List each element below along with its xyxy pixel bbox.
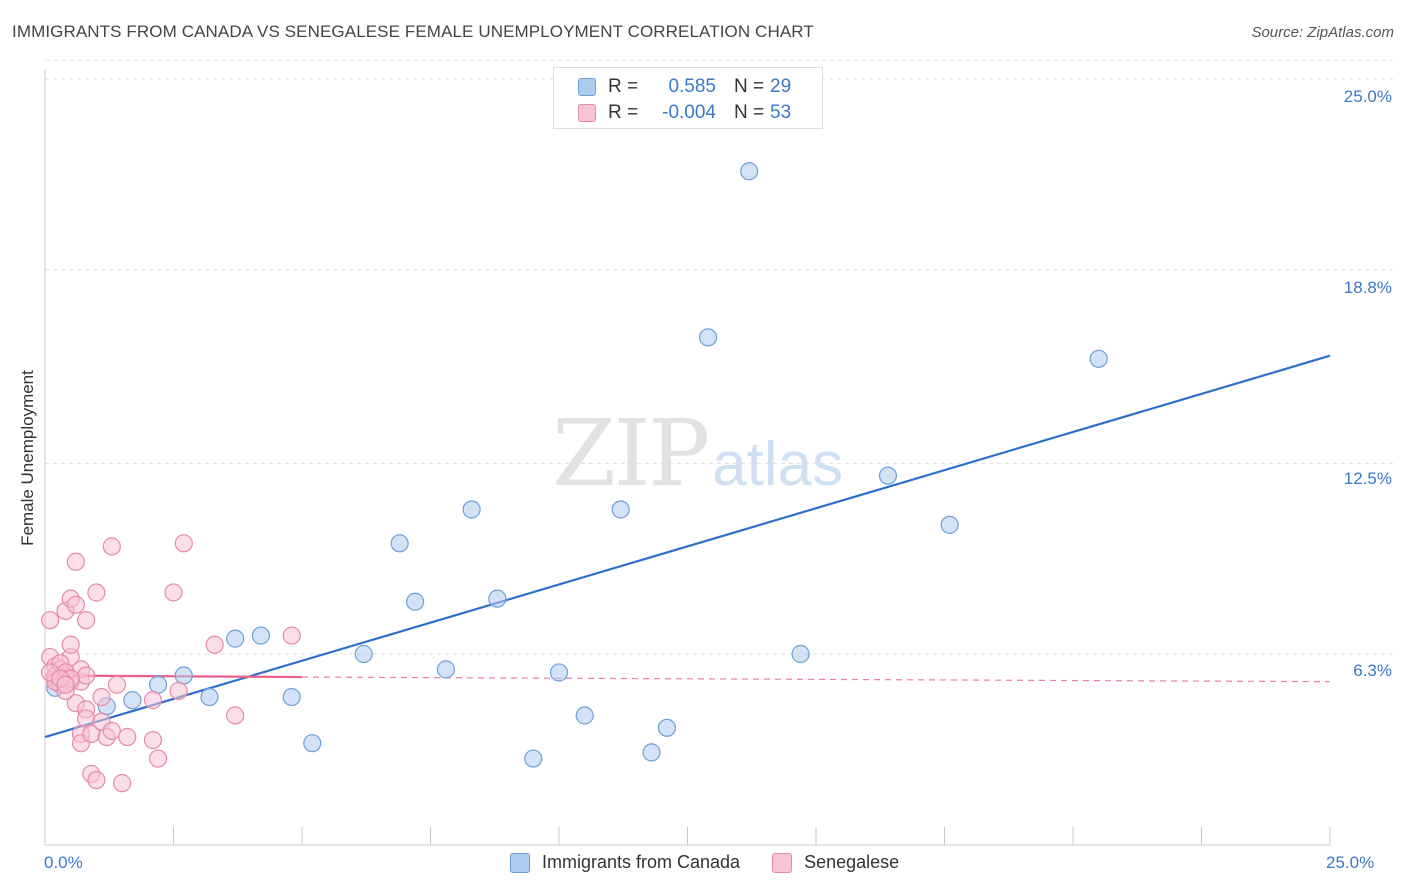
chart-title: IMMIGRANTS FROM CANADA VS SENEGALESE FEM… xyxy=(12,22,814,41)
data-point xyxy=(102,537,121,556)
watermark-atlas: atlas xyxy=(712,430,844,499)
data-point xyxy=(698,328,718,347)
data-point xyxy=(148,749,168,768)
data-point xyxy=(87,770,106,790)
watermark-zip: ZIP xyxy=(552,400,710,507)
data-point xyxy=(282,626,301,645)
r-value: -0.004 xyxy=(662,102,716,123)
data-point xyxy=(174,666,193,685)
data-point xyxy=(226,629,245,648)
data-point xyxy=(112,774,132,793)
data-point xyxy=(148,675,168,694)
data-point xyxy=(174,534,193,553)
data-point xyxy=(205,635,224,654)
n-value: 29 xyxy=(770,76,792,97)
data-point xyxy=(611,500,630,519)
r-label: R = xyxy=(608,76,639,97)
data-point xyxy=(282,687,301,707)
data-point xyxy=(92,687,111,707)
data-point xyxy=(169,681,188,700)
data-point xyxy=(1089,349,1108,368)
data-point xyxy=(791,644,810,664)
data-point xyxy=(436,660,456,679)
data-point xyxy=(77,611,96,630)
y-axis-label: Female Unemployment xyxy=(18,370,37,546)
series-legend: Immigrants from Canada Senegalese xyxy=(510,852,931,873)
data-point xyxy=(303,734,322,753)
n-label: N = xyxy=(734,102,765,123)
data-point xyxy=(940,515,959,534)
data-point xyxy=(200,687,219,707)
trend-line-canada xyxy=(44,354,1331,739)
data-point xyxy=(164,583,183,602)
legend-swatch xyxy=(578,104,596,122)
data-point xyxy=(107,675,127,694)
trend-line-senegalese-extension xyxy=(301,676,1331,683)
axes xyxy=(44,70,1331,846)
legend-label: Immigrants from Canada xyxy=(542,852,741,872)
data-point xyxy=(41,611,60,630)
r-label: R = xyxy=(608,102,639,123)
data-point xyxy=(642,743,661,762)
legend-swatch xyxy=(772,852,793,873)
legend-swatch xyxy=(510,852,530,873)
trend-lines xyxy=(44,354,1331,739)
legend-label: Senegalese xyxy=(804,852,900,872)
data-point xyxy=(878,466,898,485)
data-point xyxy=(123,691,142,710)
data-point xyxy=(143,691,163,710)
stats-legend: R = 0.585 N = 29 R = -0.004 N = 53 xyxy=(553,67,823,129)
legend-swatch xyxy=(578,78,596,96)
data-point xyxy=(251,626,270,645)
data-point xyxy=(354,644,373,664)
legend-row-senegalese: R = -0.004 N = 53 xyxy=(578,100,791,126)
data-point xyxy=(657,718,677,737)
data-point xyxy=(118,727,137,747)
y-tick-label: 25.0% xyxy=(1343,87,1392,106)
data-point xyxy=(77,666,96,685)
data-point xyxy=(226,706,245,725)
legend-item-senegalese[interactable]: Senegalese xyxy=(772,852,899,873)
watermark: ZIPatlas xyxy=(552,400,843,507)
legend-row-canada: R = 0.585 N = 29 xyxy=(578,74,791,100)
gridlines xyxy=(45,60,1395,655)
data-point xyxy=(488,589,507,608)
data-points xyxy=(41,162,1108,793)
data-point xyxy=(524,749,543,768)
y-tick-label: 18.8% xyxy=(1343,278,1392,297)
data-point xyxy=(66,552,85,571)
data-point xyxy=(61,635,80,654)
source-label: Source: ZipAtlas.com xyxy=(1251,24,1394,41)
data-point xyxy=(102,721,121,740)
n-label: N = xyxy=(734,76,765,97)
data-point xyxy=(549,663,569,682)
data-point xyxy=(66,595,85,614)
data-point xyxy=(405,592,425,611)
data-point xyxy=(87,583,106,602)
data-point xyxy=(575,706,594,725)
data-point xyxy=(390,534,409,553)
data-point xyxy=(462,500,481,519)
y-tick-label: 6.3% xyxy=(1353,661,1392,680)
data-point xyxy=(56,675,75,694)
x-tick-label: 25.0% xyxy=(1326,853,1375,872)
data-point xyxy=(143,730,163,750)
data-point xyxy=(77,709,96,728)
r-value: 0.585 xyxy=(668,76,716,97)
data-point xyxy=(740,162,759,181)
n-value: 53 xyxy=(770,102,792,123)
y-tick-label: 12.5% xyxy=(1343,469,1392,488)
legend-item-canada[interactable]: Immigrants from Canada xyxy=(510,852,740,873)
x-tick-label: 0.0% xyxy=(44,853,83,872)
